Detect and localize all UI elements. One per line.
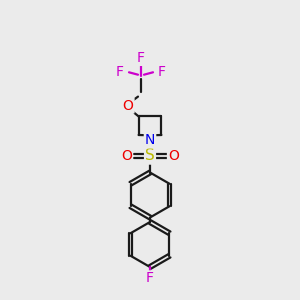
Text: F: F [158, 65, 166, 79]
Text: O: O [123, 99, 134, 112]
Text: F: F [146, 272, 154, 285]
Text: N: N [145, 134, 155, 147]
Text: O: O [121, 149, 132, 163]
Text: S: S [145, 148, 155, 164]
Text: O: O [168, 149, 179, 163]
Text: F: F [116, 65, 124, 79]
Text: F: F [137, 51, 145, 65]
